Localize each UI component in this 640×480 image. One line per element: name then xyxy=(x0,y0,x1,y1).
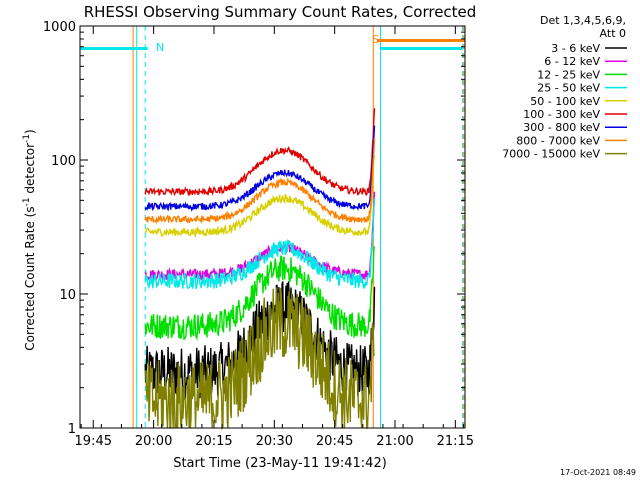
plot-area xyxy=(80,26,465,428)
series-line-1 xyxy=(144,191,376,283)
y-tick-label-2: 100 xyxy=(51,154,76,169)
series-lines xyxy=(144,108,376,431)
legend-label-1: 6 - 12 keV xyxy=(544,55,600,68)
plot-frame xyxy=(79,25,466,429)
y-axis-label-main: Corrected Count Rate (s xyxy=(23,206,37,350)
legend-label-4: 50 - 100 keV xyxy=(530,95,600,108)
legend-label-5: 100 - 300 keV xyxy=(523,108,600,121)
x-tick-label-1: 20:00 xyxy=(135,434,172,449)
axes: 19:45 20:00 20:15 20:30 20:45 21:00 21:15 1 10 10… xyxy=(43,20,474,449)
y-axis-label-sup1: -1 xyxy=(22,197,32,206)
series-line-4 xyxy=(144,155,376,239)
legend-label-7: 800 - 7000 keV xyxy=(516,134,600,147)
timestamp: 17-Oct-2021 08:49 xyxy=(560,468,636,477)
legend-label-0: 3 - 6 keV xyxy=(551,42,600,55)
series-line-8 xyxy=(144,287,376,431)
series-line-2 xyxy=(144,246,376,341)
series-line-6 xyxy=(144,125,376,213)
series-line-3 xyxy=(144,197,376,290)
y-axis-label-mid: detector xyxy=(23,143,37,198)
y-axis-label-end: ) xyxy=(23,129,37,134)
legend-label-6: 300 - 800 keV xyxy=(523,121,600,134)
x-tick-label-2: 20:15 xyxy=(195,434,232,449)
series-line-7 xyxy=(144,138,376,225)
flag-annotation-1: S xyxy=(372,33,379,46)
flag-annotation-0: N xyxy=(156,41,164,54)
y-tick-label-3: 1000 xyxy=(43,20,76,35)
chart-title: RHESSI Observing Summary Count Rates, Co… xyxy=(84,3,477,21)
x-axis-label: Start Time (23-May-11 19:41:42) xyxy=(173,456,387,471)
legend-label-2: 12 - 25 keV xyxy=(537,68,600,81)
legend-header-line2: Att 0 xyxy=(600,27,626,40)
series-line-5 xyxy=(144,108,376,197)
x-tick-label-6: 21:15 xyxy=(437,434,474,449)
x-tick-label-3: 20:30 xyxy=(256,434,293,449)
y-tick-label-0: 1 xyxy=(68,422,76,437)
y-axis-label: Corrected Count Rate (s-1 detector-1) xyxy=(22,129,37,350)
x-tick-label-4: 20:45 xyxy=(316,434,353,449)
y-tick-label-1: 10 xyxy=(59,288,76,303)
legend-label-8: 7000 - 15000 keV xyxy=(502,148,600,161)
legend-header-line1: Det 1,3,4,5,6,9, xyxy=(540,14,626,27)
x-tick-label-5: 21:00 xyxy=(376,434,413,449)
legend-label-3: 25 - 50 keV xyxy=(537,82,600,95)
plot-background xyxy=(80,26,465,428)
y-axis-label-sup2: -1 xyxy=(22,134,32,143)
x-tick-label-0: 19:45 xyxy=(75,434,112,449)
